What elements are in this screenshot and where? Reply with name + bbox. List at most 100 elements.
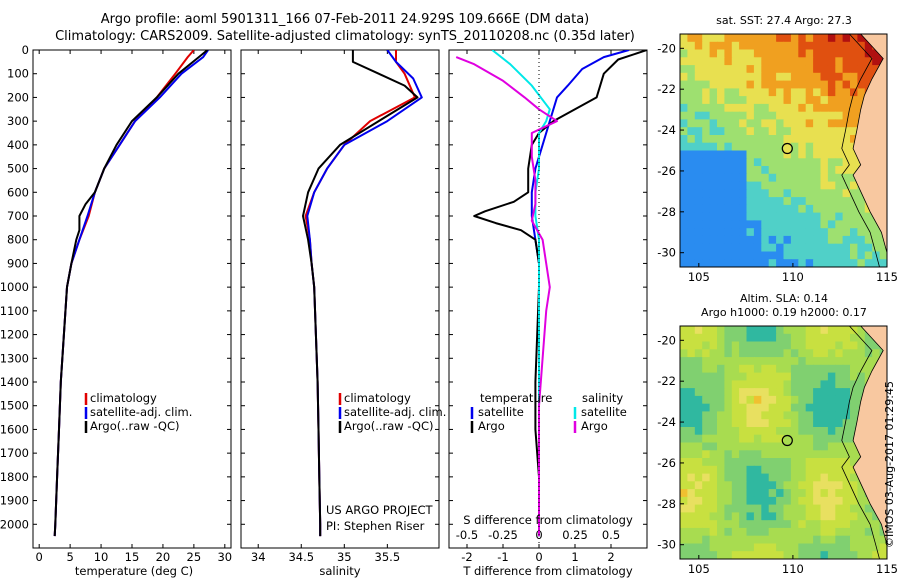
map-cell (798, 372, 807, 381)
map-cell (709, 504, 718, 513)
map-cell (820, 228, 829, 237)
map-cell (717, 427, 725, 436)
map-cell (827, 543, 836, 552)
map-cell (753, 489, 762, 498)
depth-tick-label: 1200 (0, 328, 29, 342)
map-cell (790, 504, 799, 513)
map-cell (842, 333, 851, 343)
map-cell (783, 473, 792, 482)
map-cell (739, 49, 748, 58)
map-cell (731, 543, 740, 552)
map-cell (709, 166, 718, 175)
map-cell (783, 380, 792, 389)
map-cell (687, 450, 696, 459)
map-cell (717, 197, 725, 206)
map-cell (857, 543, 866, 552)
map-cell (768, 173, 777, 183)
map-cell (776, 119, 785, 128)
map-cell (709, 243, 718, 253)
map-cell (820, 243, 829, 253)
map-cell (687, 333, 696, 343)
map-cell (850, 504, 858, 513)
map-cell (827, 489, 836, 498)
map-cell (820, 72, 829, 82)
map-cell (717, 72, 725, 82)
map-cell (680, 442, 688, 451)
map-cell (850, 72, 858, 82)
map-cell (820, 458, 829, 467)
x-tick-label: 35 (337, 550, 352, 564)
map-cell (850, 341, 858, 350)
map-cell (835, 142, 844, 152)
map-cell (694, 142, 703, 152)
map-cell (724, 103, 733, 113)
map-cell (761, 411, 770, 420)
map-cell (813, 535, 822, 545)
map-cell (768, 80, 777, 89)
map-cell (842, 512, 851, 521)
map-cell (702, 103, 711, 113)
map-cell (702, 197, 711, 206)
map-cell (842, 543, 851, 552)
map-cell (820, 166, 829, 175)
map-cell (761, 364, 770, 374)
depth-tick-label: 500 (7, 162, 29, 176)
map-cell (835, 158, 844, 167)
map-cell (842, 197, 851, 206)
map-cell (739, 388, 748, 397)
map-cell (857, 520, 866, 529)
map-cell (783, 403, 792, 413)
map-cell (687, 243, 696, 253)
map-cell (776, 189, 785, 198)
map-cell (835, 243, 844, 253)
map-cell (820, 473, 829, 482)
map-cell (739, 228, 748, 237)
map-cell (702, 189, 711, 198)
map-cell (694, 450, 703, 459)
map-cell (687, 119, 696, 128)
map-cell (798, 481, 807, 490)
map-cell (746, 473, 755, 482)
map-cell (746, 158, 755, 167)
map-cell (753, 150, 762, 159)
map-cell (746, 88, 755, 97)
map-cell (850, 527, 858, 537)
map-cell (761, 395, 770, 405)
map-cell (746, 450, 755, 459)
map-cell (731, 427, 740, 436)
map-cell (835, 80, 844, 89)
map-cell (761, 380, 770, 389)
map-cell (835, 372, 844, 381)
map-cell (864, 235, 873, 245)
map-cell (835, 458, 844, 467)
map-cell (724, 204, 733, 214)
map-cell (827, 119, 836, 128)
map-cell (827, 166, 836, 175)
map-cell (739, 88, 748, 97)
map-cell (761, 142, 770, 152)
map-cell (746, 41, 755, 51)
map-cell (776, 543, 785, 552)
map-cell (798, 465, 807, 475)
map-cell (746, 388, 755, 397)
map-cell (835, 228, 844, 237)
map-cell (783, 535, 792, 545)
map-cell (835, 150, 844, 159)
map-cell (768, 220, 777, 229)
s-tick-label: 0.5 (602, 528, 620, 542)
map-cell (739, 65, 748, 74)
map-cell (709, 551, 718, 559)
map-cell (739, 259, 748, 267)
map-cell (694, 166, 703, 175)
map-cell (746, 527, 755, 537)
map-cell (768, 333, 777, 343)
depth-tick-label: 100 (7, 67, 29, 81)
map-cell (687, 181, 696, 190)
map-cell (872, 57, 881, 66)
map-cell (790, 212, 799, 221)
map-cell (776, 341, 785, 350)
map-cell (739, 349, 748, 358)
map-cell (753, 243, 762, 253)
map-cell (790, 189, 799, 198)
map-cell (805, 166, 814, 175)
